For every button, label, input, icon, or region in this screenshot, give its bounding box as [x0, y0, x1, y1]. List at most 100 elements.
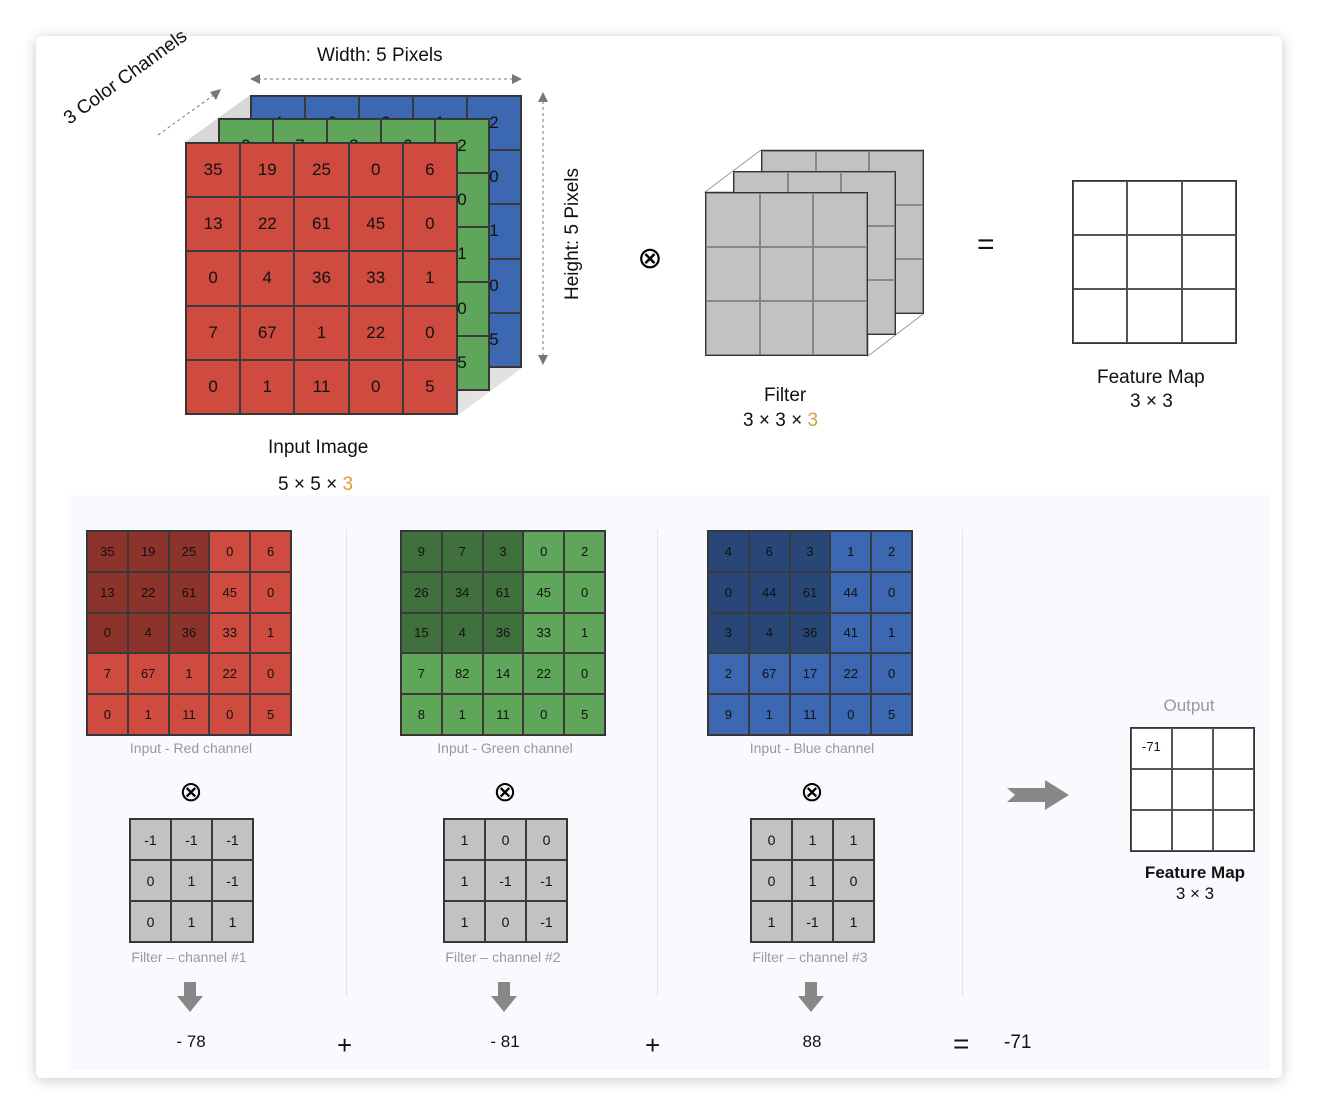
filter-dims: 3 × 3 × 3 — [743, 410, 818, 432]
output-feature-map: -71 — [1130, 727, 1255, 852]
grid-cell: 36 — [294, 251, 349, 306]
grid-cell: 1 — [792, 860, 833, 901]
green-channel-grid: 9 7 3 0 2 26 34 61 45 0 15 4 36 33 1 7 82 14 22 0 8 1 11 0 5 — [400, 530, 606, 736]
grid-cell: 0 — [751, 819, 792, 860]
grid-cell: 33 — [523, 612, 565, 654]
grid-cell: 11 — [294, 359, 349, 414]
equals-sign: = — [953, 1028, 970, 1059]
grid-cell: 22 — [209, 653, 251, 695]
grid-cell: 1 — [441, 694, 483, 735]
grid-cell — [1127, 181, 1182, 235]
grid-cell: 0 — [871, 571, 912, 613]
grid-cell — [1172, 810, 1213, 851]
grid-cell: 1 — [833, 819, 874, 860]
grid-cell — [759, 193, 814, 247]
grid-cell — [1073, 235, 1128, 289]
grid-cell: 9 — [401, 531, 442, 572]
grid-cell: 1 — [294, 305, 349, 360]
grid-cell — [1073, 181, 1128, 235]
grid-cell — [813, 247, 867, 301]
grid-cell: 44 — [748, 571, 790, 613]
divider — [962, 530, 963, 995]
grid-cell: 4 — [127, 612, 169, 654]
grid-cell: 1 — [212, 901, 253, 942]
grid-cell: 44 — [830, 571, 872, 613]
grid-cell — [759, 301, 814, 355]
grid-cell: 3 — [482, 531, 524, 572]
grid-cell: 4 — [708, 531, 749, 572]
filter-title: Filter — [764, 385, 807, 406]
grid-cell: 22 — [523, 653, 565, 695]
grid-cell: 0 — [186, 251, 241, 306]
feature-map-grid — [1072, 180, 1237, 344]
grid-cell: 6 — [250, 531, 291, 572]
grid-cell: 2 — [708, 653, 749, 695]
grid-cell — [1172, 769, 1213, 810]
right-arrow-icon — [1007, 780, 1069, 810]
grid-cell: 33 — [348, 251, 403, 306]
input-cube-red-layer: 35 19 25 0 6 13 22 61 45 0 0 4 36 33 1 7 67 1 22 0 0 1 11 0 5 — [185, 142, 458, 415]
grid-cell: 1 — [792, 819, 833, 860]
grid-cell: 67 — [127, 653, 169, 695]
grid-cell: 45 — [209, 571, 251, 613]
grid-cell: 3 — [789, 531, 831, 572]
grid-cell: 1 — [444, 860, 485, 901]
divider — [346, 530, 347, 995]
grid-cell: 0 — [250, 571, 291, 613]
grid-cell — [813, 301, 867, 355]
grid-cell: 17 — [789, 653, 831, 695]
grid-cell: 0 — [186, 359, 241, 414]
grid-cell: 7 — [401, 653, 442, 695]
grid-cell: -71 — [1131, 728, 1172, 769]
grid-cell: 4 — [441, 612, 483, 654]
grid-cell — [1181, 289, 1236, 343]
down-arrow-icon — [177, 982, 203, 1012]
grid-cell: 11 — [482, 694, 524, 735]
grid-cell: -1 — [212, 860, 253, 901]
grid-cell: 13 — [186, 197, 241, 252]
grid-cell: 1 — [751, 901, 792, 942]
grid-cell: -1 — [485, 860, 526, 901]
grid-cell — [1131, 810, 1172, 851]
grid-cell: 0 — [209, 694, 251, 735]
grid-cell: 15 — [401, 612, 442, 654]
grid-cell: 82 — [441, 653, 483, 695]
grid-cell — [1213, 728, 1254, 769]
grid-cell — [1172, 728, 1213, 769]
blue-channel-grid: 4 6 3 1 2 0 44 61 44 0 3 4 36 41 1 2 67 17 22 0 9 1 11 0 5 — [707, 530, 913, 736]
grid-cell: -1 — [171, 819, 212, 860]
grid-cell: 0 — [250, 653, 291, 695]
grid-cell — [1127, 289, 1182, 343]
grid-cell — [1181, 235, 1236, 289]
grid-cell: 0 — [209, 531, 251, 572]
grid-cell: 0 — [87, 612, 128, 654]
equals-sign: = — [977, 228, 995, 261]
channel-label: Input - Green channel — [437, 740, 573, 756]
grid-cell: 0 — [87, 694, 128, 735]
output-feature-title: Feature Map — [1144, 863, 1246, 882]
grid-cell: 8 — [401, 694, 442, 735]
grid-cell — [759, 247, 814, 301]
grid-cell: 2 — [564, 531, 605, 572]
grid-cell — [813, 193, 867, 247]
grid-cell: 1 — [402, 251, 457, 306]
input-image-dims: 5 × 5 × 3 — [278, 474, 353, 496]
feature-map-title: Feature Map — [1097, 367, 1205, 388]
grid-cell: 4 — [240, 251, 295, 306]
grid-cell: 61 — [168, 571, 210, 613]
filter-label: Filter – channel #2 — [445, 949, 561, 965]
grid-cell: 0 — [348, 359, 403, 414]
filter-cube-layer-1 — [705, 192, 868, 356]
grid-cell: 0 — [871, 653, 912, 695]
grid-cell: 25 — [168, 531, 210, 572]
grid-cell: 45 — [523, 571, 565, 613]
grid-cell: 1 — [833, 901, 874, 942]
convolution-icon: ⊗ — [493, 776, 517, 807]
grid-cell: -1 — [526, 860, 567, 901]
grid-cell: 67 — [748, 653, 790, 695]
grid-cell: 1 — [250, 612, 291, 654]
convolution-icon: ⊗ — [800, 776, 824, 807]
grid-cell: 34 — [441, 571, 483, 613]
grid-cell: 0 — [708, 571, 749, 613]
grid-cell: 0 — [485, 901, 526, 942]
